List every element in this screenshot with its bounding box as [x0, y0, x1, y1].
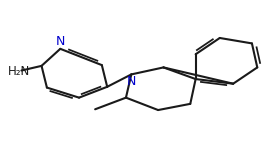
- Text: H₂N: H₂N: [8, 65, 30, 78]
- Text: N: N: [127, 75, 136, 88]
- Text: N: N: [56, 35, 65, 48]
